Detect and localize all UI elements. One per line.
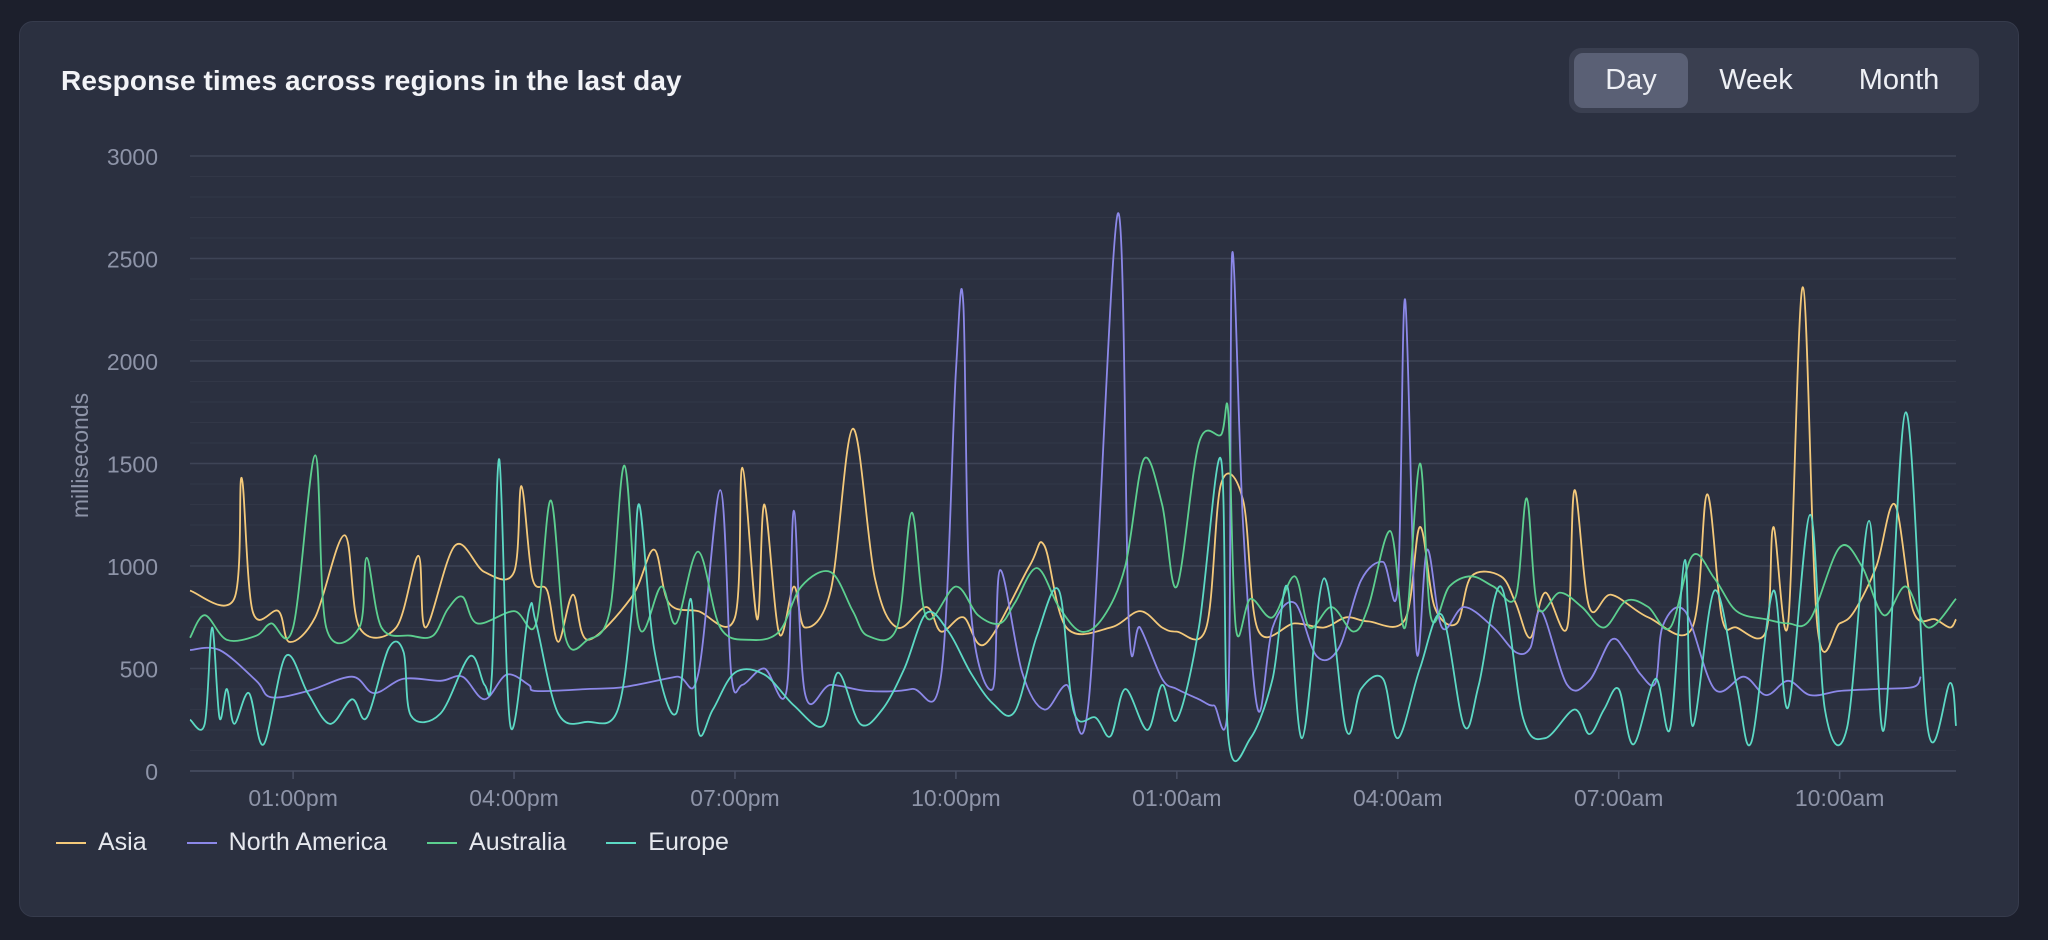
chart-card: Response times across regions in the las… [19, 21, 2019, 917]
series-line-asia [189, 286, 1957, 653]
x-tick-label: 10:00am [1795, 785, 1885, 811]
legend-swatch-europe [606, 841, 637, 844]
legend-swatch-asia [56, 841, 86, 844]
x-tick-label: 07:00am [1574, 785, 1664, 811]
legend-item-north-america: North America [186, 828, 388, 857]
period-month-button[interactable]: Month [1858, 64, 1940, 96]
chart-legend: Asia North America Australia Europe [56, 828, 729, 857]
y-tick-label: 500 [120, 657, 158, 683]
y-tick-label: 2000 [107, 349, 158, 375]
y-tick-label: 1500 [107, 452, 158, 478]
legend-swatch-north-america [186, 841, 217, 844]
legend-item-australia: Australia [427, 828, 566, 857]
period-week-button[interactable]: Week [1719, 64, 1793, 96]
period-day-button[interactable]: Day [1574, 53, 1688, 108]
x-tick-label: 10:00pm [911, 785, 1001, 811]
legend-item-asia: Asia [56, 828, 147, 857]
legend-label-asia: Asia [98, 828, 147, 856]
legend-label-north-america: North America [228, 828, 388, 856]
x-tick-label: 07:00pm [690, 785, 780, 811]
y-tick-label: 2500 [107, 247, 158, 273]
series-line-europe [189, 411, 1957, 763]
y-tick-label: 0 [145, 759, 158, 785]
series-line-north-america [189, 212, 1922, 735]
series-line-australia [189, 402, 1957, 651]
legend-label-australia: Australia [469, 828, 567, 856]
chart-title: Response times across regions in the las… [61, 65, 682, 96]
x-tick-label: 01:00am [1132, 785, 1222, 811]
x-tick-label: 04:00pm [469, 785, 559, 811]
legend-item-europe: Europe [606, 828, 729, 857]
x-tick-label: 01:00pm [248, 785, 338, 811]
legend-label-europe: Europe [648, 828, 729, 856]
x-tick-label: 04:00am [1353, 785, 1443, 811]
period-selector: Day Week Month [1569, 48, 1979, 113]
y-tick-label: 1000 [107, 554, 158, 580]
legend-swatch-australia [427, 841, 458, 844]
y-tick-label: 3000 [107, 144, 158, 170]
y-axis-label: milliseconds [67, 393, 93, 518]
